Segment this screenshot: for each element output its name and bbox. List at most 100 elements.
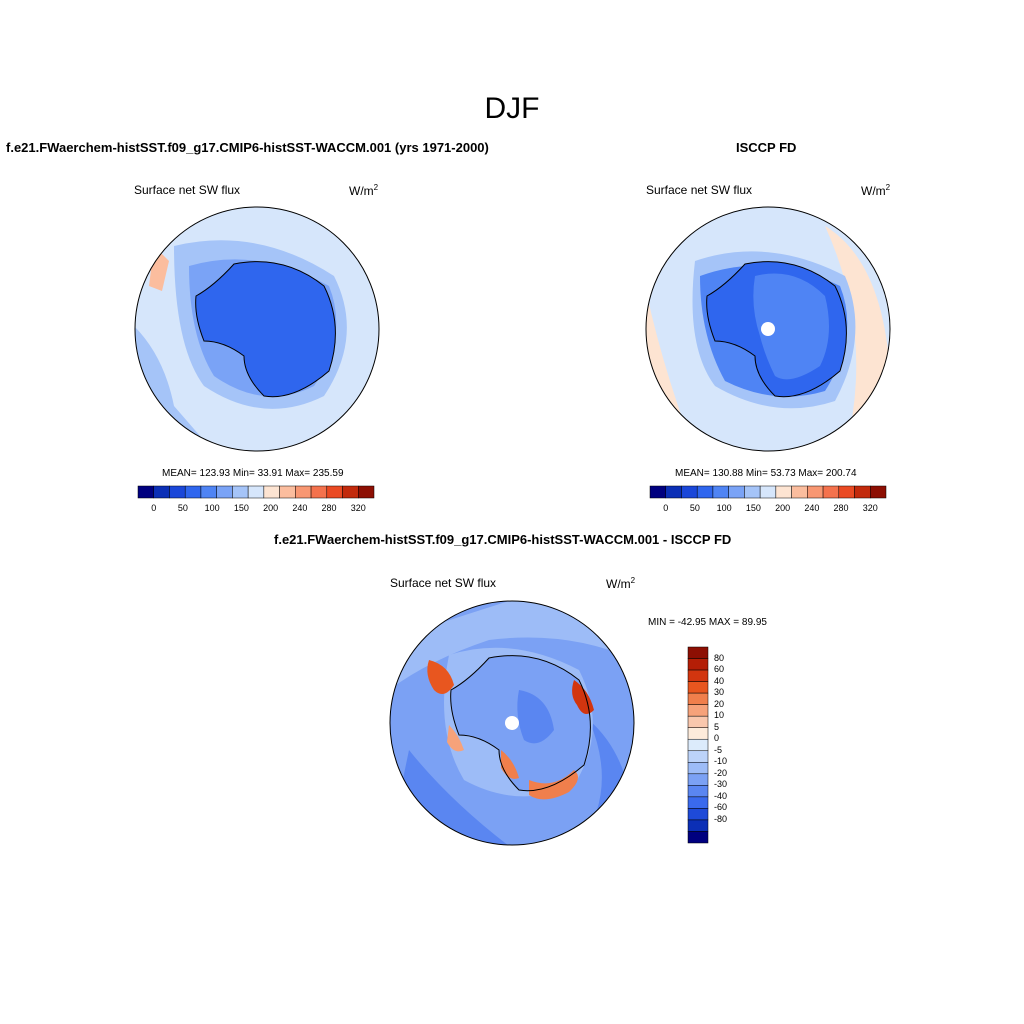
obs-colorbar-swatch — [712, 485, 729, 499]
model-polar-map — [134, 206, 380, 452]
diff-colorbar-swatch — [687, 727, 709, 740]
obs-colorbar-tick-label: 280 — [833, 503, 849, 513]
diff-colorbar — [687, 646, 709, 844]
model-colorbar-swatch — [137, 485, 154, 499]
diff-colorbar-tick-label: -10 — [714, 756, 728, 767]
diff-colorbar-tick-label: -30 — [714, 779, 728, 790]
obs-colorbar-swatch — [665, 485, 682, 499]
model-colorbar-swatch — [358, 485, 375, 499]
diff-colorbar-tick-label: -20 — [714, 767, 728, 778]
diff-colorbar-tick-label: 30 — [714, 687, 725, 698]
model-colorbar-swatch — [232, 485, 249, 499]
diff-colorbar-tick-label: 60 — [714, 664, 725, 675]
diff-colorbar-ticks: 80 60 40 30 20 10 5 0 -5 -10 -20 -30 -40 -60 -80 — [712, 647, 742, 843]
obs-colorbar-swatch — [822, 485, 840, 499]
obs-colorbar-swatch — [870, 485, 887, 499]
obs-colorbar-swatch — [681, 485, 698, 499]
obs-colorbar-swatch — [807, 485, 824, 499]
diff-colorbar-swatch — [687, 819, 709, 832]
obs-colorbar-tick-label: 100 — [716, 503, 732, 513]
obs-colorbar-swatch — [759, 485, 777, 499]
model-colorbar-tick-label: 150 — [233, 503, 249, 513]
diff-polar-map — [389, 600, 635, 846]
diff-colorbar-tick-label: -40 — [714, 790, 728, 801]
diff-colorbar-swatch — [687, 692, 709, 705]
obs-colorbar-tick-label: 150 — [745, 503, 761, 513]
model-variable-label: Surface net SW flux — [134, 183, 241, 197]
diff-colorbar-swatch — [687, 831, 709, 844]
diff-colorbar-swatch — [687, 738, 709, 752]
model-colorbar-tick-label: 240 — [292, 503, 308, 513]
diff-colorbar-swatch — [687, 658, 709, 671]
model-colorbar-swatch — [247, 485, 265, 499]
model-colorbar-tick-label: 200 — [263, 503, 279, 513]
model-colorbar-swatch — [169, 485, 186, 499]
obs-stats: MEAN= 130.88 Min= 53.73 Max= 200.74 — [675, 468, 857, 479]
model-colorbar-swatch — [153, 485, 170, 499]
obs-units-label: W/m2 — [861, 183, 891, 198]
obs-colorbar — [649, 485, 887, 499]
model-colorbar-tick-label: 280 — [321, 503, 337, 513]
diff-colorbar-swatch — [687, 681, 709, 694]
obs-colorbar-swatch — [838, 485, 855, 499]
model-panel-heading: f.e21.FWaerchem-histSST.f09_g17.CMIP6-hi… — [6, 140, 489, 155]
diff-colorbar-swatch — [687, 762, 709, 775]
obs-colorbar-swatch — [791, 485, 808, 499]
model-colorbar-swatch — [184, 485, 202, 499]
obs-colorbar-tick-label: 0 — [663, 503, 669, 513]
model-colorbar — [137, 485, 375, 499]
model-colorbar-swatch — [295, 485, 312, 499]
model-colorbar-swatch — [279, 485, 296, 499]
diff-colorbar-tick-label: 20 — [714, 698, 725, 709]
model-colorbar-swatch — [216, 485, 233, 499]
diff-colorbar-tick-label: -60 — [714, 802, 728, 813]
obs-colorbar-tick-label: 50 — [689, 503, 700, 513]
diff-colorbar-swatch — [687, 669, 709, 682]
diff-colorbar-tick-label: 0 — [714, 733, 720, 744]
obs-colorbar-tick-label: 320 — [862, 503, 878, 513]
diff-variable-label: Surface net SW flux — [390, 576, 497, 590]
obs-colorbar-swatch — [854, 485, 871, 499]
model-colorbar-swatch — [200, 485, 217, 499]
diff-colorbar-swatch — [687, 796, 709, 809]
diff-colorbar-tick-label: 40 — [714, 675, 725, 686]
obs-variable-label: Surface net SW flux — [646, 183, 753, 197]
diff-colorbar-swatch — [687, 750, 709, 763]
model-colorbar-swatch — [310, 485, 328, 499]
model-colorbar-swatch — [263, 485, 280, 499]
model-colorbar-swatch — [342, 485, 359, 499]
diff-colorbar-tick-label: -80 — [714, 813, 728, 824]
diff-colorbar-swatch — [687, 785, 709, 798]
diff-colorbar-tick-label: -5 — [714, 744, 723, 755]
model-stats: MEAN= 123.93 Min= 33.91 Max= 235.59 — [162, 468, 344, 479]
obs-colorbar-swatch — [775, 485, 792, 499]
model-colorbar-tick-label: 320 — [350, 503, 366, 513]
model-colorbar-tick-label: 50 — [177, 503, 188, 513]
obs-colorbar-swatch — [649, 485, 666, 499]
obs-colorbar-swatch — [728, 485, 745, 499]
obs-colorbar-tick-label: 240 — [804, 503, 820, 513]
obs-colorbar-tick-label: 200 — [775, 503, 791, 513]
diff-colorbar-swatch — [687, 646, 709, 659]
model-colorbar-ticks: 0 50 100 150 200 240 280 320 — [138, 503, 374, 515]
obs-colorbar-ticks: 0 50 100 150 200 240 280 320 — [650, 503, 886, 515]
obs-panel-heading: ISCCP FD — [736, 140, 797, 155]
diff-units-label: W/m2 — [606, 576, 636, 591]
diff-colorbar-tick-label: 80 — [714, 652, 725, 663]
model-colorbar-tick-label: 100 — [204, 503, 220, 513]
diff-colorbar-tick-label: 10 — [714, 710, 725, 721]
model-units-label: W/m2 — [349, 183, 379, 198]
diff-colorbar-swatch — [687, 808, 709, 821]
obs-colorbar-swatch — [744, 485, 761, 499]
diff-panel-heading: f.e21.FWaerchem-histSST.f09_g17.CMIP6-hi… — [274, 532, 732, 547]
diff-colorbar-swatch — [687, 704, 709, 717]
diff-stats: MIN = -42.95 MAX = 89.95 — [648, 617, 767, 628]
diff-colorbar-tick-label: 5 — [714, 721, 720, 732]
model-colorbar-tick-label: 0 — [151, 503, 157, 513]
main-title: DJF — [484, 92, 540, 125]
diff-colorbar-swatch — [687, 715, 709, 728]
obs-colorbar-swatch — [696, 485, 714, 499]
obs-polar-map — [645, 206, 891, 452]
model-colorbar-swatch — [326, 485, 343, 499]
diff-colorbar-swatch — [687, 773, 709, 786]
